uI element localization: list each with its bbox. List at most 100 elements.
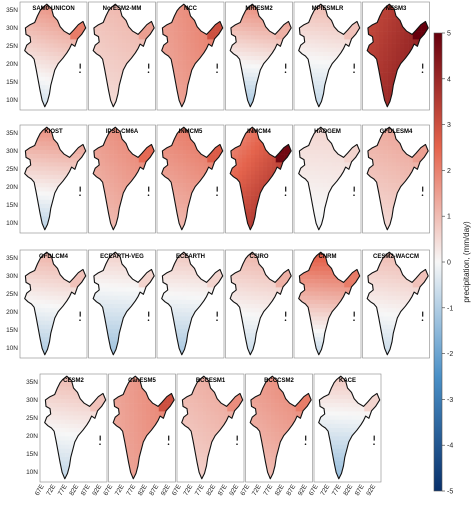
map-panel: KACE: [313, 373, 382, 483]
colorbar-tick-label: 5: [447, 31, 451, 38]
panel-label: CESM2-WACCM: [373, 254, 419, 260]
colorbar-tick-label: -4: [447, 443, 453, 450]
panel-label: GFDLCM4: [39, 254, 69, 260]
lat-tick-label: 25N: [6, 166, 18, 173]
country-border: [181, 375, 244, 480]
country-border: [229, 126, 292, 231]
map-panel: CNRM: [293, 249, 362, 359]
island-mark: [148, 186, 150, 192]
lat-tick-label: 35N: [6, 255, 18, 262]
lat-tick-label: 25N: [6, 291, 18, 298]
colorbar-tick-label: 2: [447, 168, 451, 175]
map-panel: CESM2: [39, 373, 108, 483]
lon-tick-label: 87E: [80, 483, 92, 497]
island-mark: [99, 435, 101, 441]
lat-tick-label: 20N: [26, 433, 38, 440]
lon-tick-label: 77E: [194, 483, 206, 497]
map-panel: BCCESM1: [176, 373, 245, 483]
island-mark: [304, 443, 307, 445]
map-panel: INMCM5: [156, 124, 225, 234]
panel-label: BCCCSM2: [264, 378, 294, 384]
lon-tick-label: 87E: [217, 483, 229, 497]
island-mark: [284, 71, 287, 73]
lat-tick-label: 20N: [6, 184, 18, 191]
map-panels: SAM0-UNICON NorESM2-MM NCC MRIESM2 MPIESMLR N…: [19, 1, 430, 483]
lat-tick-label: 25N: [6, 43, 18, 50]
lon-tick-label: 77E: [125, 483, 137, 497]
colorbar-ticks: 5 4 3 2 1 0 -1 -2 -3 -4 -5: [442, 31, 453, 496]
lon-tick-label: 82E: [68, 483, 80, 497]
country-border: [298, 251, 361, 356]
lat-tick-label: 35N: [6, 130, 18, 137]
panel-label: NCC: [184, 6, 198, 12]
map-panel: KIOST: [19, 124, 88, 234]
country-border: [92, 3, 155, 108]
panel-label: INMCM5: [179, 129, 203, 135]
island-mark: [79, 186, 81, 192]
country-border: [161, 126, 224, 231]
island-mark: [216, 186, 218, 192]
map-panel: CESM2-WACCM: [362, 249, 430, 359]
map-panel: IPSL-CM6A: [88, 124, 156, 234]
lat-tick-label: 10N: [6, 345, 18, 352]
country-border: [161, 3, 224, 108]
island-mark: [422, 63, 424, 69]
lat-tick-label: 10N: [6, 97, 18, 104]
lat-tick-label: 15N: [26, 451, 38, 458]
panel-label: GFDLESM4: [380, 129, 413, 135]
lat-tick-label: 10N: [26, 469, 38, 476]
map-panel: INMCM4: [225, 124, 293, 234]
panel-label: CSIRO: [249, 254, 268, 260]
country-border: [44, 375, 107, 480]
map-panel: ECEARTH: [156, 249, 225, 359]
lon-tick-label: 72E: [182, 483, 194, 497]
island-mark: [353, 194, 355, 196]
island-mark: [422, 186, 424, 192]
island-mark: [353, 311, 355, 317]
panel-label: HADGEM: [314, 129, 341, 135]
lon-tick-label: 77E: [331, 483, 343, 497]
lat-tick-label: 20N: [6, 61, 18, 68]
panel-label: NorESM2-MM: [103, 6, 142, 12]
lon-tick-label: 72E: [251, 483, 263, 497]
island-mark: [79, 194, 81, 196]
panel-label: SAM0-UNICON: [32, 6, 74, 12]
island-mark: [216, 194, 218, 196]
country-border: [318, 375, 381, 480]
lat-tick-label: 10N: [6, 220, 18, 227]
panel-label: CanESM5: [128, 378, 156, 384]
lon-tick-label: 77E: [262, 483, 274, 497]
island-mark: [167, 443, 170, 445]
lon-tick-label: 82E: [137, 483, 149, 497]
map-panel: HADGEM: [293, 124, 362, 234]
country-border: [112, 375, 175, 480]
lon-tick-label: 82E: [342, 483, 354, 497]
lon-tick-label: 87E: [148, 483, 160, 497]
country-border: [92, 251, 155, 356]
island-mark: [79, 311, 81, 317]
map-panel: BCCCSM2: [245, 373, 313, 483]
lat-tick-label: 15N: [6, 202, 18, 209]
colorbar-title: precipitation, (mm/day): [462, 221, 471, 303]
country-border: [24, 126, 87, 231]
lon-tick-label: 92E: [91, 483, 103, 497]
island-mark: [216, 71, 218, 73]
lat-tick-label: 35N: [6, 7, 18, 14]
country-border: [92, 126, 155, 231]
colorbar-gradient: [433, 32, 443, 492]
colorbar: 5 4 3 2 1 0 -1 -2 -3 -4 -5 precipitation, (mm/day): [433, 31, 471, 496]
lat-tick-label: 30N: [26, 397, 38, 404]
lat-tick-label: 30N: [6, 273, 18, 280]
lon-tick-label: 77E: [57, 483, 69, 497]
island-mark: [216, 311, 218, 317]
map-panel: MRIESM2: [225, 1, 293, 111]
country-border: [298, 3, 361, 108]
country-border: [249, 375, 312, 480]
island-mark: [168, 435, 170, 441]
panel-label: KACE: [339, 378, 356, 384]
lon-tick-label: 72E: [319, 483, 331, 497]
island-mark: [285, 63, 287, 69]
lat-tick-label: 25N: [26, 415, 38, 422]
latitude-axis: 35N 30N 25N 20N 15N 10N 35N 30N 25N 20N 15N 10N 35N 3…: [6, 7, 38, 476]
lon-tick-label: 67E: [102, 483, 114, 497]
